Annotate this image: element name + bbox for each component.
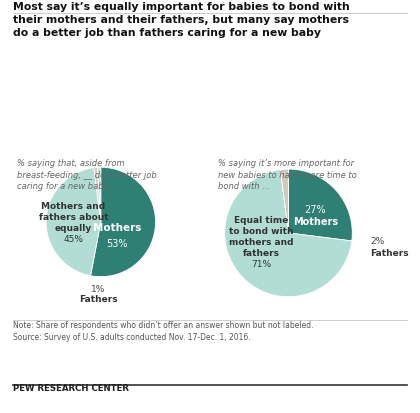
Text: 2%: 2% (370, 237, 384, 245)
Text: Equal time
to bond with
mothers and
fathers: Equal time to bond with mothers and fath… (229, 216, 294, 258)
Wedge shape (46, 168, 101, 276)
Wedge shape (289, 170, 352, 241)
Text: Mothers: Mothers (293, 217, 338, 227)
Text: PEW RESEARCH CENTER: PEW RESEARCH CENTER (13, 383, 129, 392)
Text: 53%: 53% (106, 238, 128, 248)
Wedge shape (91, 168, 155, 277)
Text: Fathers: Fathers (79, 294, 117, 303)
Text: % saying it’s more important for
new babies to have more time to
bond with …: % saying it’s more important for new bab… (218, 159, 357, 191)
Text: 27%: 27% (304, 204, 326, 214)
Wedge shape (225, 170, 352, 297)
Text: Fathers: Fathers (370, 248, 409, 257)
Wedge shape (97, 168, 101, 223)
Wedge shape (281, 170, 289, 233)
Text: Note: Share of respondents who didn’t offer an answer shown but not labeled.
Sou: Note: Share of respondents who didn’t of… (13, 320, 313, 341)
Text: % saying that, aside from
breast-feeding, __ do a better job
caring for a new ba: % saying that, aside from breast-feeding… (17, 159, 157, 191)
Text: 45%: 45% (63, 234, 84, 243)
Text: Mothers: Mothers (93, 223, 142, 233)
Text: Most say it’s equally important for babies to bond with
their mothers and their : Most say it’s equally important for babi… (13, 2, 349, 38)
Text: Mothers and
fathers about
equally: Mothers and fathers about equally (39, 202, 108, 233)
Wedge shape (94, 168, 101, 223)
Text: 1%: 1% (91, 285, 105, 294)
Text: 71%: 71% (252, 259, 272, 268)
